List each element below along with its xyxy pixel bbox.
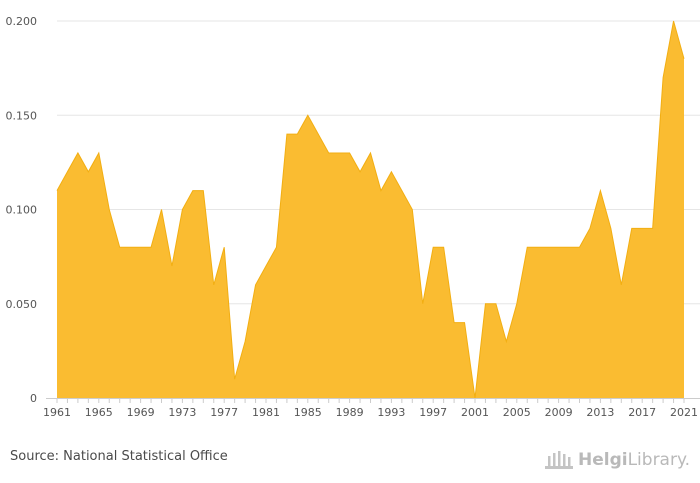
x-tick-label: 1993 <box>377 406 405 419</box>
x-tick-label: 1961 <box>43 406 71 419</box>
x-axis: 1961 1965 1969 1973 1977 1981 1985 1989 1993 1997… <box>43 398 700 419</box>
x-tick-label: 2009 <box>545 406 573 419</box>
y-tick-label: 0.200 <box>6 15 38 28</box>
area-series <box>56 20 685 399</box>
area-fill <box>57 21 684 398</box>
y-tick-label: 0.150 <box>6 109 38 122</box>
x-tick-label: 1969 <box>127 406 155 419</box>
x-tick-label: 1965 <box>85 406 113 419</box>
helgi-library-logo[interactable]: Helgi Library. <box>544 447 690 473</box>
x-tick-label: 1981 <box>252 406 280 419</box>
area-line <box>56 20 685 399</box>
x-tick-label: 1973 <box>168 406 196 419</box>
y-tick-label: 0.050 <box>6 298 38 311</box>
library-building-icon <box>544 451 573 469</box>
x-tick-label: 2013 <box>586 406 614 419</box>
y-tick-label: 0.100 <box>6 204 38 217</box>
x-tick-label: 2017 <box>628 406 656 419</box>
source-note: Source: National Statistical Office <box>10 449 228 464</box>
x-tick-label: 1977 <box>210 406 238 419</box>
x-tick-label: 2005 <box>503 406 531 419</box>
x-tick-label: 1989 <box>336 406 364 419</box>
x-tick-label: 1985 <box>294 406 322 419</box>
y-tick-label: 0 <box>30 392 37 405</box>
y-axis: 0 0.050 0.100 0.150 0.200 <box>6 15 38 405</box>
area-chart: 1961 1965 1969 1973 1977 1981 1985 1989 1993 1997… <box>6 15 700 419</box>
logo-text-library: Library. <box>627 450 690 470</box>
x-tick-label: 2001 <box>461 406 489 419</box>
x-tick-label: 2021 <box>670 406 698 419</box>
logo-text-helgi: Helgi <box>577 450 628 470</box>
x-tick-label: 1997 <box>419 406 447 419</box>
